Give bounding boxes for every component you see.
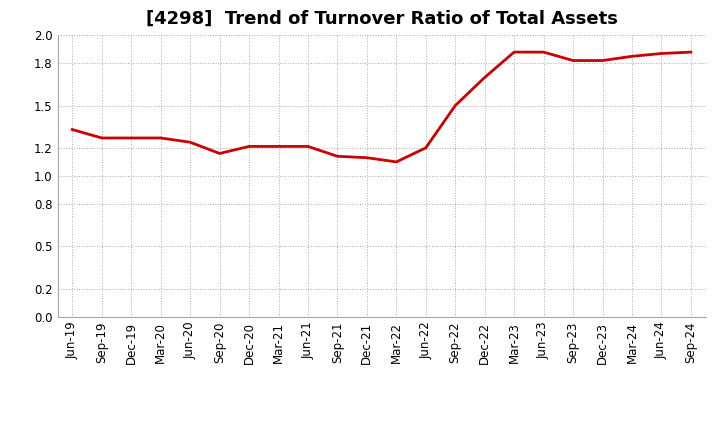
Title: [4298]  Trend of Turnover Ratio of Total Assets: [4298] Trend of Turnover Ratio of Total … xyxy=(145,10,618,28)
